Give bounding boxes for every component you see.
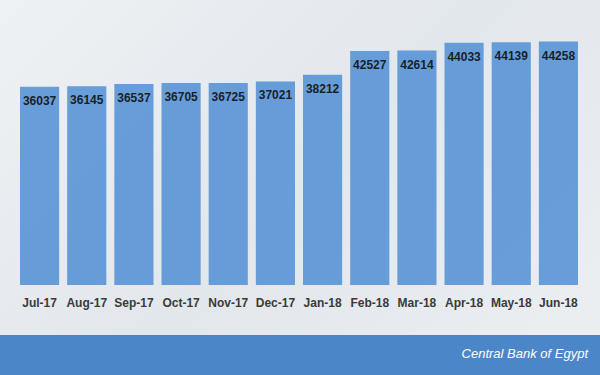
svg-text:44258: 44258: [542, 49, 576, 63]
svg-text:Oct-17: Oct-17: [162, 296, 200, 310]
svg-text:Central Bank of Egypt: Central Bank of Egypt: [462, 346, 590, 361]
svg-text:Nov-17: Nov-17: [208, 296, 248, 310]
svg-text:Aug-17: Aug-17: [66, 296, 107, 310]
svg-text:36537: 36537: [117, 91, 151, 105]
svg-text:May-18: May-18: [491, 296, 532, 310]
svg-text:Jan-18: Jan-18: [304, 296, 342, 310]
svg-text:36037: 36037: [23, 94, 57, 108]
svg-text:44139: 44139: [495, 49, 529, 63]
svg-text:36145: 36145: [70, 93, 104, 107]
svg-text:Mar-18: Mar-18: [398, 296, 437, 310]
svg-text:38212: 38212: [306, 82, 340, 96]
svg-text:42527: 42527: [353, 58, 387, 72]
svg-text:36725: 36725: [212, 90, 246, 104]
svg-text:36705: 36705: [164, 90, 198, 104]
svg-text:Jul-17: Jul-17: [22, 296, 57, 310]
svg-text:Sep-17: Sep-17: [114, 296, 154, 310]
svg-text:42614: 42614: [400, 58, 434, 72]
svg-text:44033: 44033: [447, 50, 481, 64]
svg-text:Feb-18: Feb-18: [350, 296, 389, 310]
svg-text:Apr-18: Apr-18: [445, 296, 483, 310]
svg-text:37021: 37021: [259, 88, 293, 102]
svg-text:Jun-18: Jun-18: [539, 296, 578, 310]
svg-text:Dec-17: Dec-17: [256, 296, 296, 310]
